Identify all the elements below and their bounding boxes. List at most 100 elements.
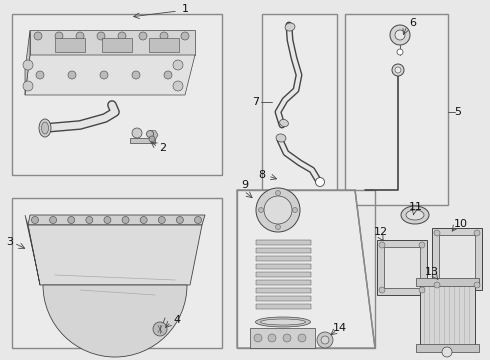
Circle shape	[164, 71, 172, 79]
Circle shape	[283, 334, 291, 342]
Circle shape	[118, 32, 126, 40]
Circle shape	[23, 60, 33, 70]
Circle shape	[181, 32, 189, 40]
Bar	[256, 272, 311, 277]
Circle shape	[49, 216, 57, 224]
Text: 2: 2	[159, 143, 167, 153]
Circle shape	[140, 216, 147, 224]
Text: 11: 11	[409, 202, 423, 212]
Circle shape	[149, 136, 155, 142]
Circle shape	[97, 32, 105, 40]
Ellipse shape	[276, 134, 286, 142]
Circle shape	[31, 216, 39, 224]
Circle shape	[395, 67, 401, 73]
Circle shape	[397, 49, 403, 55]
Bar	[416, 344, 479, 352]
Text: 12: 12	[374, 227, 388, 237]
Bar	[256, 304, 311, 309]
Circle shape	[55, 32, 63, 40]
Circle shape	[176, 216, 183, 224]
Circle shape	[173, 60, 183, 70]
Circle shape	[100, 71, 108, 79]
Bar	[256, 280, 311, 285]
Circle shape	[195, 216, 201, 224]
Bar	[256, 296, 311, 301]
Text: 8: 8	[258, 170, 266, 180]
Circle shape	[147, 130, 153, 138]
Bar	[256, 248, 311, 253]
Circle shape	[268, 334, 276, 342]
Circle shape	[474, 230, 480, 236]
Text: 7: 7	[252, 97, 260, 107]
Ellipse shape	[39, 119, 51, 137]
Circle shape	[390, 25, 410, 45]
Bar	[262, 14, 337, 205]
Polygon shape	[148, 131, 158, 139]
Bar	[384, 247, 420, 288]
Circle shape	[434, 230, 440, 236]
Circle shape	[153, 322, 167, 336]
Polygon shape	[30, 30, 195, 55]
Circle shape	[68, 71, 76, 79]
Polygon shape	[250, 328, 315, 348]
Bar	[256, 256, 311, 261]
Bar	[102, 38, 132, 52]
Bar	[12, 198, 222, 348]
Polygon shape	[28, 225, 202, 285]
Circle shape	[321, 336, 329, 344]
Text: 6: 6	[410, 18, 416, 28]
Circle shape	[23, 81, 33, 91]
Polygon shape	[25, 215, 40, 285]
Circle shape	[264, 196, 292, 224]
Bar	[416, 278, 479, 286]
Circle shape	[160, 32, 168, 40]
Text: 10: 10	[454, 219, 468, 229]
Polygon shape	[28, 215, 205, 225]
Circle shape	[392, 64, 404, 76]
Bar	[256, 264, 311, 269]
Circle shape	[122, 216, 129, 224]
Polygon shape	[237, 190, 375, 348]
Circle shape	[256, 188, 300, 232]
Circle shape	[275, 225, 280, 230]
Circle shape	[298, 334, 306, 342]
Text: 13: 13	[425, 267, 439, 277]
Text: 4: 4	[173, 315, 180, 325]
Bar	[439, 235, 475, 283]
Polygon shape	[130, 138, 155, 143]
Circle shape	[395, 30, 405, 40]
Circle shape	[419, 287, 425, 293]
Circle shape	[34, 32, 42, 40]
Circle shape	[158, 216, 165, 224]
Polygon shape	[25, 30, 30, 95]
Bar	[420, 280, 475, 345]
Ellipse shape	[255, 317, 311, 327]
Circle shape	[36, 71, 44, 79]
Ellipse shape	[280, 120, 289, 127]
Text: 1: 1	[181, 4, 189, 14]
Circle shape	[474, 282, 480, 288]
Text: 3: 3	[6, 237, 13, 247]
Circle shape	[379, 287, 385, 293]
Ellipse shape	[261, 319, 305, 325]
Circle shape	[379, 242, 385, 248]
Wedge shape	[43, 285, 187, 357]
Ellipse shape	[285, 23, 295, 31]
Circle shape	[317, 332, 333, 348]
Bar	[12, 14, 222, 175]
Circle shape	[173, 81, 183, 91]
Circle shape	[139, 32, 147, 40]
Circle shape	[86, 216, 93, 224]
Circle shape	[132, 128, 142, 138]
Text: 9: 9	[242, 180, 248, 190]
Circle shape	[434, 282, 440, 288]
Circle shape	[68, 216, 74, 224]
Ellipse shape	[406, 210, 424, 220]
Bar	[256, 288, 311, 293]
Circle shape	[442, 347, 452, 357]
Bar	[345, 14, 448, 205]
Ellipse shape	[42, 122, 49, 134]
Bar	[256, 240, 311, 245]
Bar	[432, 228, 482, 290]
Circle shape	[76, 32, 84, 40]
